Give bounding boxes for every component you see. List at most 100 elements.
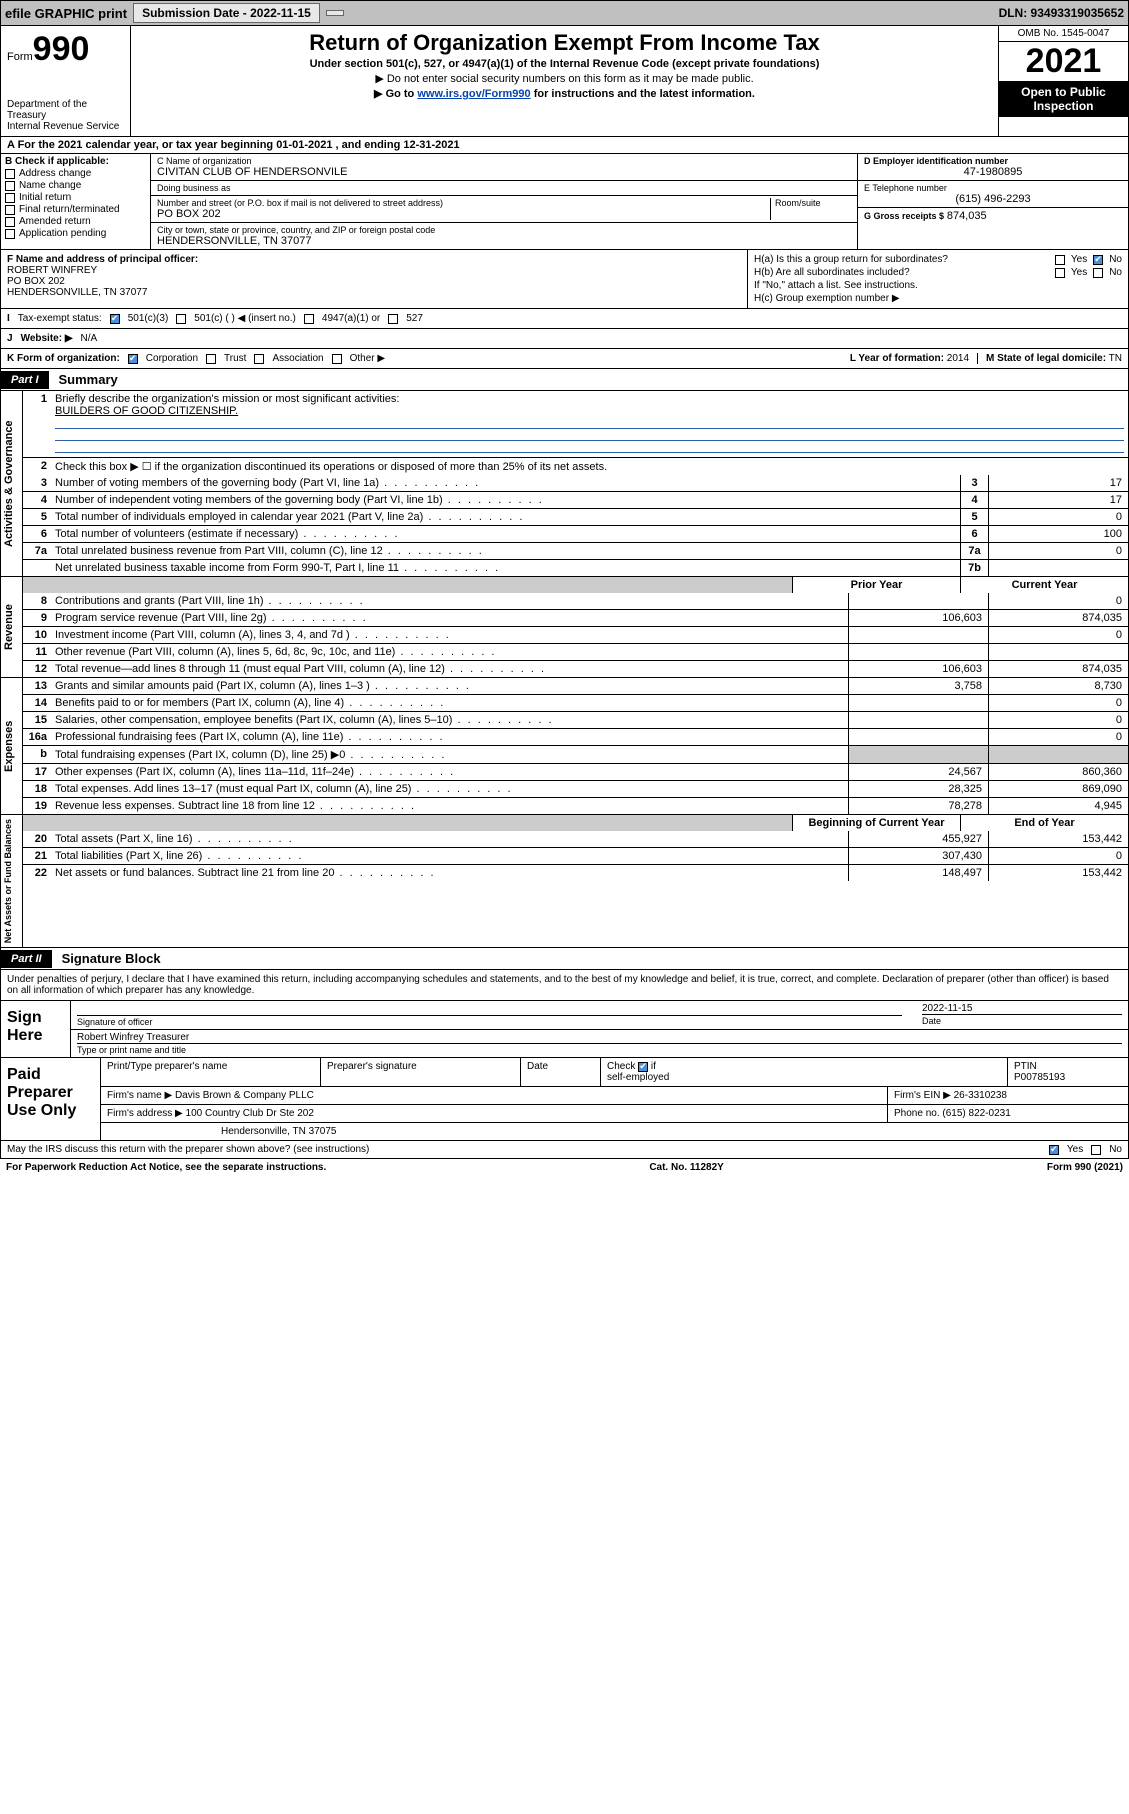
signature-block: Under penalties of perjury, I declare th… [0,970,1129,1058]
form-sub2: ▶ Do not enter social security numbers o… [137,72,992,85]
dom-label: M State of legal domicile: [986,353,1106,364]
form990-link[interactable]: www.irs.gov/Form990 [417,88,530,100]
initial-return-checkbox[interactable] [5,193,15,203]
city-label: City or town, state or province, country… [157,225,851,235]
org-name-label: C Name of organization [157,156,851,166]
form-sub1: Under section 501(c), 527, or 4947(a)(1)… [137,58,992,70]
hb-note: If "No," attach a list. See instructions… [754,280,1122,291]
527-checkbox[interactable] [388,314,398,324]
amended-return-checkbox[interactable] [5,217,15,227]
current-year-hdr: Current Year [960,577,1128,593]
4947-checkbox[interactable] [304,314,314,324]
omb-label: OMB No. 1545-0047 [999,26,1128,42]
table-row: 10Investment income (Part VIII, column (… [23,626,1128,643]
col-b-header: B Check if applicable: [5,156,109,167]
row-k: K Form of organization: Corporation Trus… [0,349,1129,369]
501c3-label: 501(c)(3) [128,313,169,324]
gov-row: 6Total number of volunteers (estimate if… [23,525,1128,542]
form-header-right: OMB No. 1545-0047 2021 Open to Public In… [998,26,1128,136]
hb-yes-label: Yes [1071,267,1087,278]
ha-label: H(a) Is this a group return for subordin… [754,254,1049,265]
self-employed-checkbox[interactable] [638,1062,648,1072]
tax-year: 2021 [999,42,1128,81]
table-row: bTotal fundraising expenses (Part IX, co… [23,745,1128,763]
trust-label: Trust [224,353,246,364]
form-number: 990 [33,30,90,68]
dom-value: TN [1109,353,1122,364]
table-row: 15Salaries, other compensation, employee… [23,711,1128,728]
row-fgh: F Name and address of principal officer:… [0,250,1129,309]
dept-label: Department of the Treasury [7,99,124,121]
form-title: Return of Organization Exempt From Incom… [137,30,992,56]
discuss-no-checkbox[interactable] [1091,1145,1101,1155]
ha-no-checkbox[interactable] [1093,255,1103,265]
527-label: 527 [406,313,423,324]
part1-tag: Part I [1,371,49,389]
footer-mid: Cat. No. 11282Y [649,1162,723,1173]
address-change-checkbox[interactable] [5,169,15,179]
corp-checkbox[interactable] [128,354,138,364]
firm-addr1: 100 Country Club Dr Ste 202 [186,1108,314,1119]
q2-label: Check this box ▶ ☐ if the organization d… [51,458,1128,475]
yof-label: L Year of formation: [850,353,944,364]
na-section: Net Assets or Fund Balances Beginning of… [0,815,1129,948]
footer-left: For Paperwork Reduction Act Notice, see … [6,1162,326,1173]
col-c: C Name of organization CIVITAN CLUB OF H… [151,154,858,249]
sub3-post: for instructions and the latest informat… [531,88,755,100]
gov-vlabel: Activities & Governance [1,391,23,576]
table-row: 14Benefits paid to or for members (Part … [23,694,1128,711]
hb-no-label: No [1109,267,1122,278]
form-sub3: ▶ Go to www.irs.gov/Form990 for instruct… [137,87,992,100]
assoc-checkbox[interactable] [254,354,264,364]
part1-title: Summary [49,369,128,390]
sub3-pre: ▶ Go to [374,88,417,100]
trust-checkbox[interactable] [206,354,216,364]
na-vlabel: Net Assets or Fund Balances [1,815,23,947]
501c-checkbox[interactable] [176,314,186,324]
final-return-checkbox[interactable] [5,205,15,215]
grid-bcd: B Check if applicable: Address change Na… [0,154,1129,250]
part2-header: Part II Signature Block [0,948,1129,970]
name-change-checkbox[interactable] [5,181,15,191]
prior-year-hdr: Prior Year [792,577,960,593]
other-checkbox[interactable] [332,354,342,364]
firm-addr2: Hendersonville, TN 37075 [101,1123,1128,1140]
form-word: Form [7,51,33,63]
officer-name: ROBERT WINFREY [7,265,97,276]
topbar: efile GRAPHIC print Submission Date - 20… [0,0,1129,26]
hb-no-checkbox[interactable] [1093,268,1103,278]
tax-status-label: Tax-exempt status: [18,313,102,324]
footer-right: Form 990 (2021) [1047,1162,1123,1173]
part2-tag: Part II [1,950,52,968]
addr-label: Number and street (or P.O. box if mail i… [157,198,766,208]
discuss-yes-label: Yes [1067,1144,1083,1155]
form-header-left: Form990 Department of the Treasury Inter… [1,26,131,136]
initial-return-label: Initial return [19,192,71,203]
hb-yes-checkbox[interactable] [1055,268,1065,278]
submission-date-button[interactable]: Submission Date - 2022-11-15 [133,3,320,23]
application-pending-label: Application pending [19,228,106,239]
q1-label: Briefly describe the organization's miss… [55,393,399,405]
firm-name-label: Firm's name ▶ [107,1090,172,1101]
officer-addr2: HENDERSONVILLE, TN 37077 [7,287,147,298]
table-row: 16aProfessional fundraising fees (Part I… [23,728,1128,745]
name-change-label: Name change [19,180,81,191]
table-row: 12Total revenue—add lines 8 through 11 (… [23,660,1128,677]
prep-sig-hdr: Preparer's signature [321,1058,521,1086]
ptin-label: PTIN [1014,1061,1037,1072]
tel-value: (615) 496-2293 [864,193,1122,205]
501c3-checkbox[interactable] [110,314,120,324]
row-i: I Tax-exempt status: 501(c)(3) 501(c) ( … [0,309,1129,329]
table-row: 17Other expenses (Part IX, column (A), l… [23,763,1128,780]
application-pending-checkbox[interactable] [5,229,15,239]
corp-label: Corporation [146,353,198,364]
assoc-label: Association [272,353,323,364]
blank-button[interactable] [326,10,344,16]
table-row: 22Net assets or fund balances. Subtract … [23,864,1128,881]
yof-value: 2014 [947,353,969,364]
ha-yes-checkbox[interactable] [1055,255,1065,265]
table-row: 8Contributions and grants (Part VIII, li… [23,593,1128,609]
table-row: 19Revenue less expenses. Subtract line 1… [23,797,1128,814]
paid-preparer-block: Paid Preparer Use Only Print/Type prepar… [0,1058,1129,1141]
discuss-yes-checkbox[interactable] [1049,1145,1059,1155]
